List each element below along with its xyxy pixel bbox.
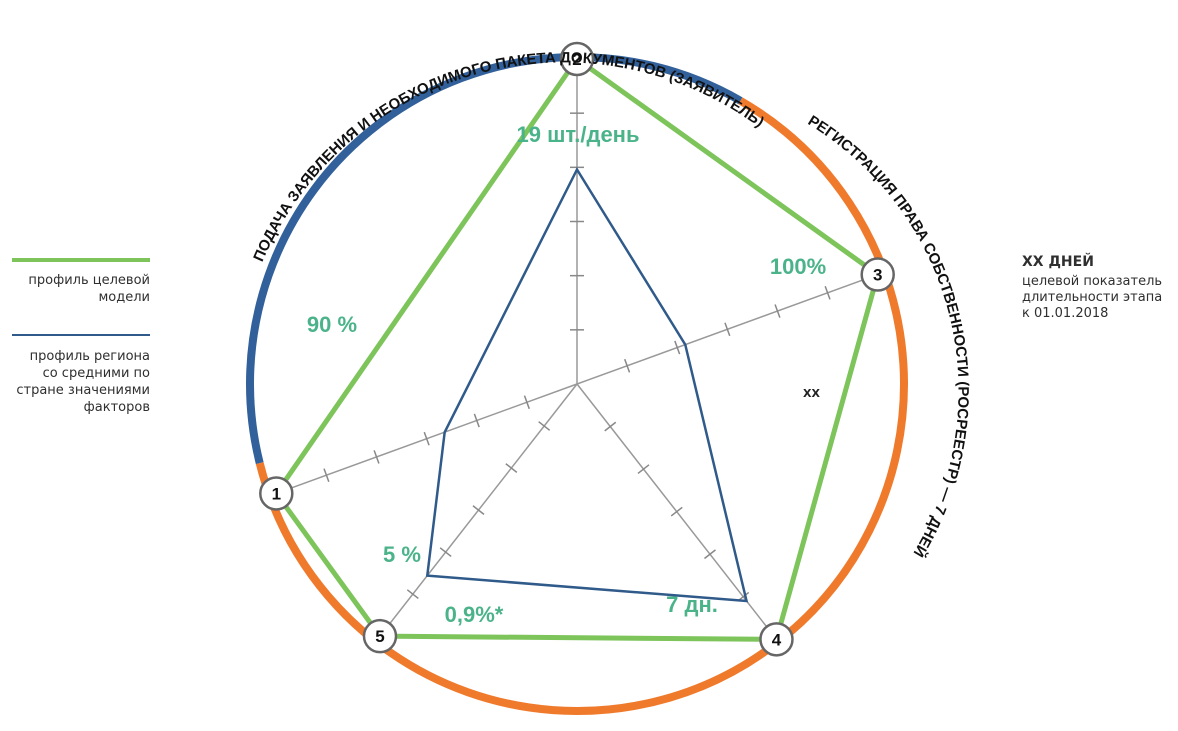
xx-marker: XX bbox=[803, 387, 820, 400]
legend-model: профиль целевой модели bbox=[12, 258, 150, 306]
value-label-extra: 0,9%* bbox=[445, 602, 504, 627]
legend-model-swatch bbox=[12, 258, 150, 262]
legend-model-label: профиль целевой модели bbox=[28, 273, 150, 305]
axis-node-label-1: 1 bbox=[272, 484, 281, 503]
axis-node-label-2: 2 bbox=[572, 50, 581, 69]
axis-node-label-3: 3 bbox=[873, 266, 882, 285]
arc-blue bbox=[246, 53, 743, 465]
target-line-3: к 01.01.2018 bbox=[1022, 306, 1109, 321]
target-line-1: целевой показатель bbox=[1022, 274, 1163, 289]
legend-region: профиль региона со средними по стране зн… bbox=[12, 334, 150, 416]
series-region-polygon bbox=[425, 166, 749, 603]
axis-tick bbox=[439, 547, 452, 558]
axis-tick bbox=[637, 464, 650, 475]
target-info: XX ДНЕЙ целевой показатель длительности … bbox=[1022, 254, 1172, 322]
axis-tick bbox=[670, 506, 683, 517]
axis-tick bbox=[373, 450, 380, 464]
legend-region-swatch bbox=[12, 334, 150, 336]
axis-tick bbox=[704, 549, 716, 560]
value-labels: 90 % 19 шт./день 100% 7 дн. 5 % 0,9%* bbox=[307, 122, 826, 627]
value-label-1: 90 % bbox=[307, 312, 357, 337]
axis-nodes: 1 2 3 4 5 bbox=[259, 41, 895, 657]
axis-tick bbox=[674, 340, 681, 355]
axis-tick bbox=[624, 358, 631, 373]
profiles bbox=[273, 56, 881, 642]
legend-region-label: профиль региона со средними по стране зн… bbox=[16, 349, 150, 415]
value-label-3: 100% bbox=[770, 254, 826, 279]
axis-tick bbox=[323, 468, 330, 483]
axis-node-5 bbox=[362, 618, 398, 654]
axis-node-label-5: 5 bbox=[375, 627, 384, 646]
axis-tick bbox=[505, 463, 518, 473]
value-label-2: 19 шт./день bbox=[517, 122, 640, 147]
axis-tick bbox=[724, 322, 731, 337]
axis-tick bbox=[523, 395, 530, 410]
value-label-5: 5 % bbox=[383, 542, 421, 567]
axis-tick bbox=[824, 285, 831, 300]
axis-node-label-4: 4 bbox=[772, 630, 782, 649]
axis-tick bbox=[406, 589, 419, 600]
arc-orange bbox=[255, 97, 908, 715]
axis-node-4 bbox=[759, 622, 794, 657]
axis-tick bbox=[473, 413, 480, 428]
axis-tick bbox=[774, 304, 781, 318]
axis-tick bbox=[538, 421, 551, 431]
axis-node-3 bbox=[860, 257, 895, 292]
series-model-polygon bbox=[273, 56, 881, 642]
target-line-2: длительности этапа bbox=[1022, 290, 1163, 305]
axis-tick bbox=[604, 421, 617, 432]
axis-node-1 bbox=[259, 476, 294, 511]
axis-node-2 bbox=[559, 41, 595, 77]
target-heading: XX ДНЕЙ bbox=[1022, 254, 1094, 270]
axis-tick bbox=[472, 505, 485, 515]
value-label-4: 7 дн. bbox=[666, 592, 718, 617]
axis-tick bbox=[423, 431, 430, 446]
